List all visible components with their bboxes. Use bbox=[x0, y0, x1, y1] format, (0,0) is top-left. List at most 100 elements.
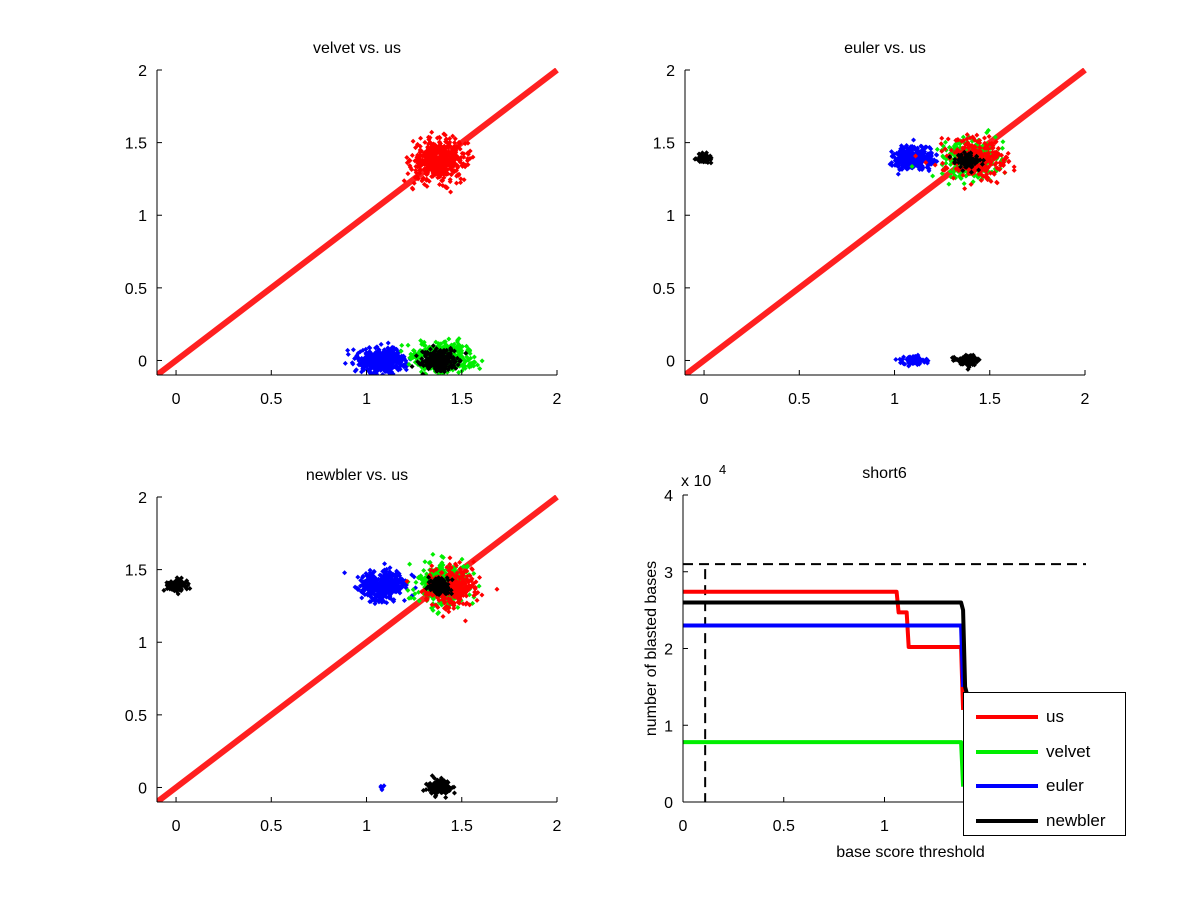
scatter-point bbox=[444, 378, 449, 383]
scatter-point bbox=[431, 579, 437, 585]
scatter-point bbox=[411, 595, 417, 601]
scatter-point bbox=[960, 134, 966, 140]
scatter-point bbox=[449, 155, 455, 161]
scatter-point bbox=[432, 358, 438, 364]
scatter-point bbox=[450, 133, 456, 139]
legend-swatch bbox=[976, 750, 1038, 754]
scatter-cluster bbox=[692, 150, 714, 166]
scatter-point bbox=[426, 574, 432, 580]
scatter-point bbox=[463, 350, 469, 356]
scatter-point bbox=[447, 143, 453, 149]
scatter-point bbox=[421, 568, 427, 574]
y-axis-label: number of blasted bases bbox=[643, 561, 660, 736]
scatter-point bbox=[430, 592, 436, 598]
scatter-point bbox=[892, 154, 898, 160]
scatter-cluster bbox=[342, 561, 419, 607]
scatter-point bbox=[994, 179, 1000, 185]
scatter-point bbox=[359, 595, 365, 601]
scatter-point bbox=[448, 565, 454, 571]
scatter-point bbox=[424, 346, 430, 352]
x-tick-label: 0.5 bbox=[260, 818, 282, 835]
scatter-point bbox=[949, 355, 955, 361]
scatter-point bbox=[457, 566, 463, 572]
scatter-point bbox=[457, 596, 463, 602]
scatter-point bbox=[901, 361, 907, 367]
scatter-point bbox=[376, 576, 382, 582]
scatter-point bbox=[439, 168, 445, 174]
scatter-point bbox=[446, 567, 452, 573]
scatter-point bbox=[414, 154, 420, 160]
scatter-point bbox=[395, 585, 401, 591]
scatter-point bbox=[453, 148, 459, 154]
scatter-point bbox=[345, 347, 351, 353]
scatter-point bbox=[901, 155, 907, 161]
series-line-velvet bbox=[683, 740, 966, 787]
scatter-point bbox=[453, 154, 459, 160]
scatter-point bbox=[377, 356, 383, 362]
scatter-point bbox=[921, 359, 927, 365]
scatter-point bbox=[419, 178, 425, 184]
scatter-point bbox=[366, 369, 372, 375]
scatter-point bbox=[455, 362, 461, 368]
scatter-point bbox=[915, 147, 921, 153]
scatter-point bbox=[184, 578, 190, 584]
scatter-point bbox=[449, 171, 455, 177]
scatter-point bbox=[1005, 150, 1011, 156]
plot-area bbox=[157, 68, 559, 383]
scatter-point bbox=[976, 167, 982, 173]
y-tick-label: 1.5 bbox=[125, 563, 147, 580]
scatter-point bbox=[423, 171, 429, 177]
scatter-point bbox=[399, 342, 405, 348]
scatter-point bbox=[424, 183, 430, 189]
scatter-point bbox=[459, 571, 465, 577]
scatter-point bbox=[457, 358, 463, 364]
scatter-point bbox=[459, 582, 465, 588]
scatter-point bbox=[701, 154, 707, 160]
scatter-point bbox=[430, 343, 436, 349]
scatter-point bbox=[895, 171, 901, 177]
scatter-point bbox=[892, 162, 898, 168]
scatter-point bbox=[446, 609, 452, 615]
scatter-point bbox=[373, 345, 379, 351]
scatter-point bbox=[903, 151, 909, 157]
scatter-point bbox=[437, 779, 443, 785]
scatter-point bbox=[393, 365, 399, 371]
scatter-point bbox=[437, 579, 443, 585]
scatter-point bbox=[430, 551, 436, 557]
scatter-point bbox=[427, 363, 433, 369]
scatter-point bbox=[432, 588, 438, 594]
scatter-point bbox=[411, 180, 417, 186]
scatter-point bbox=[381, 578, 387, 584]
scatter-point bbox=[413, 353, 419, 359]
scatter-point bbox=[946, 181, 952, 187]
scatter-point bbox=[901, 354, 907, 360]
scatter-point bbox=[960, 145, 966, 151]
scatter-point bbox=[385, 349, 391, 355]
scatter-point bbox=[373, 581, 379, 587]
scatter-point bbox=[434, 783, 440, 789]
scatter-point bbox=[708, 160, 714, 166]
y-tick-label: 2 bbox=[664, 642, 673, 659]
legend-item-newbler: newbler bbox=[976, 811, 1126, 831]
scatter-point bbox=[464, 573, 470, 579]
scatter-point bbox=[458, 155, 464, 161]
scatter-point bbox=[460, 564, 466, 570]
scatter-point bbox=[462, 618, 468, 624]
scatter-point bbox=[404, 578, 410, 584]
scatter-point bbox=[429, 356, 435, 362]
diagonal-line bbox=[157, 495, 559, 802]
scatter-point bbox=[367, 567, 373, 573]
scatter-point bbox=[409, 152, 415, 158]
scatter-point bbox=[988, 170, 994, 176]
scatter-point bbox=[361, 367, 367, 373]
scatter-point bbox=[475, 362, 481, 368]
scatter-point bbox=[429, 602, 435, 608]
scatter-point bbox=[441, 147, 447, 153]
scatter-point bbox=[443, 343, 449, 349]
scatter-point bbox=[912, 162, 918, 168]
scatter-point bbox=[418, 338, 424, 344]
scatter-point bbox=[999, 152, 1005, 158]
scatter-point bbox=[405, 342, 411, 348]
scatter-point bbox=[384, 355, 390, 361]
scatter-point bbox=[919, 163, 925, 169]
